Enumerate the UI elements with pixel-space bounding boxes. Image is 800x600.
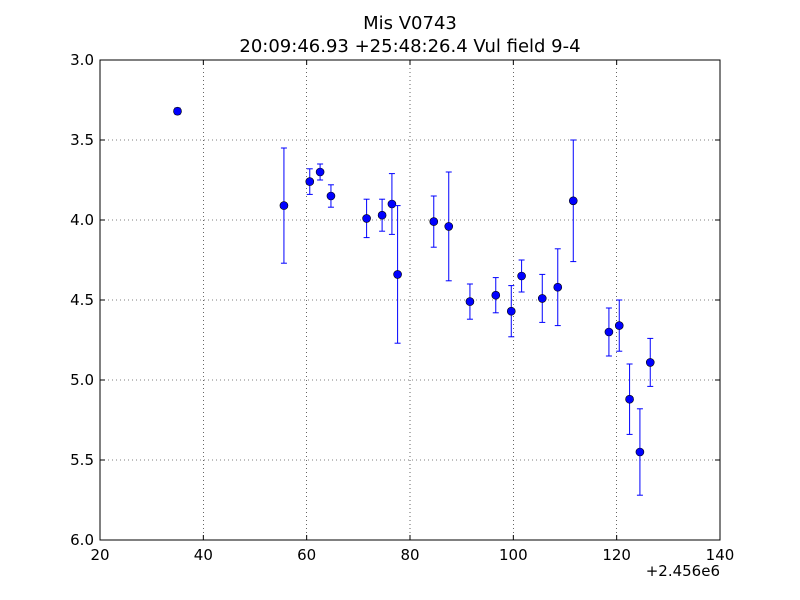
data-point (444, 171, 454, 282)
y-tick-label: 5.0 (70, 371, 94, 389)
data-point (517, 259, 526, 293)
y-tick-label: 3.5 (70, 131, 94, 149)
axis-ticks: 20 40 60 80 100 120 140 3.0 3.5 4.0 4.5 5.0 5.5 6.0 (70, 51, 734, 564)
data-marker (305, 177, 315, 186)
chart-title-line-2: 20:09:46.93 +25:48:26.4 Vul field 9-4 (239, 36, 580, 57)
data-point (387, 173, 397, 235)
data-point (506, 285, 516, 338)
data-marker (506, 306, 516, 316)
data-marker (517, 271, 526, 281)
x-tick-label: 40 (194, 546, 213, 564)
chart-title-line-1: Mis V0743 (363, 13, 457, 34)
data-marker (625, 394, 634, 404)
x-tick-label: 20 (90, 546, 109, 564)
x-tick-label: 80 (400, 546, 419, 564)
data-marker (387, 199, 397, 209)
data-point (537, 273, 547, 323)
x-tick-label: 60 (297, 546, 316, 564)
x-tick-label: 120 (602, 546, 631, 564)
data-point (279, 147, 289, 264)
data-marker (429, 217, 439, 226)
data-marker (377, 210, 387, 220)
data-point (635, 408, 645, 496)
x-axis-offset-label: +2.456e6 (646, 562, 720, 580)
y-tick-label: 4.0 (70, 211, 94, 229)
data-marker (568, 196, 578, 206)
y-tick-label: 4.5 (70, 291, 94, 309)
data-marker (491, 290, 501, 300)
data-marker (645, 358, 655, 367)
data-point (645, 337, 655, 387)
data-marker (279, 201, 289, 210)
data-point (465, 283, 475, 320)
data-point (315, 163, 325, 181)
data-point (326, 184, 336, 208)
data-point (173, 106, 182, 116)
data-point (393, 205, 402, 344)
data-marker (614, 321, 624, 330)
data-point (604, 307, 614, 357)
y-tick-label: 6.0 (70, 531, 94, 549)
data-point (377, 198, 387, 232)
data-point (491, 277, 501, 314)
y-tick-label: 5.5 (70, 451, 94, 469)
y-tick-label: 3.0 (70, 51, 94, 69)
data-point (614, 299, 624, 352)
x-tick-label: 140 (706, 546, 735, 564)
data-marker (635, 447, 645, 457)
data-marker (465, 297, 475, 306)
data-series (173, 106, 655, 496)
data-point (362, 198, 371, 239)
data-point (553, 248, 563, 327)
data-marker (604, 327, 614, 337)
data-point (429, 195, 439, 248)
data-marker (315, 167, 325, 177)
x-tick-label: 100 (499, 546, 528, 564)
data-marker (326, 191, 336, 201)
data-marker (537, 294, 547, 303)
data-marker (393, 270, 402, 279)
data-marker (362, 214, 371, 223)
data-marker (553, 282, 563, 292)
data-point (305, 168, 315, 195)
data-marker (444, 222, 454, 231)
data-point (625, 363, 634, 435)
data-marker (173, 106, 182, 116)
data-point (568, 139, 578, 263)
